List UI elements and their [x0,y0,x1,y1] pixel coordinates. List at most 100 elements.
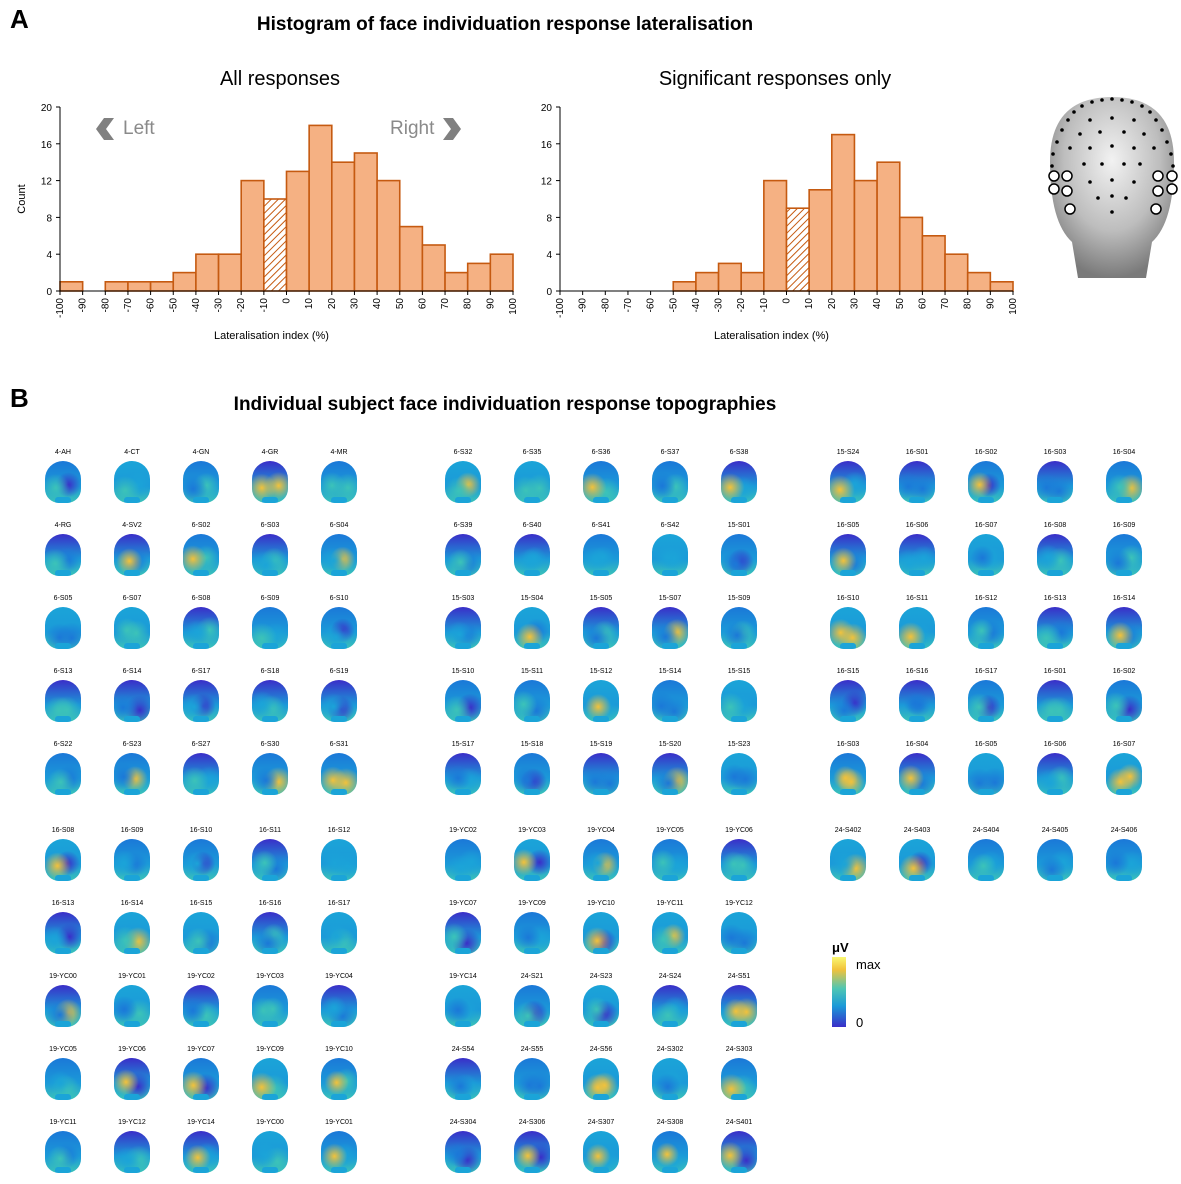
subject-label: 6-S10 [329,595,349,602]
scalp-map [721,534,757,576]
electrode-dot [1088,146,1092,150]
scalp-map [1037,607,1073,649]
topography-head: 6-S05 [33,594,93,649]
topography-head: 6-S40 [502,521,562,576]
neck [193,643,209,649]
topography-head: 24-S406 [1094,826,1154,881]
topography-head: 4-AH [33,448,93,503]
subject-label: 16-S02 [974,449,998,456]
electrode-dot [1100,162,1104,166]
subject-label: 24-S404 [972,827,1000,834]
x-tick-label: 0 [782,298,793,304]
panel-b-letter: B [10,383,29,413]
topography-head: 16-S05 [956,740,1016,795]
neck [593,570,609,576]
neck [662,1167,678,1173]
subject-label: 24-S401 [725,1119,753,1126]
topography-head: 24-S54 [433,1045,493,1100]
scalp-map [45,607,81,649]
bar--30 [717,262,743,292]
x-tick-label: 50 [395,298,406,310]
scalp-map [1106,607,1142,649]
bar-10 [808,189,833,292]
topography-head: 15-S12 [571,667,631,722]
scalp-map [114,753,150,795]
topography-head: 19-YC09 [502,899,562,954]
bar-40 [376,179,401,292]
topography-head: 15-S04 [502,594,562,649]
neck [1047,789,1063,795]
topography-head: 16-S03 [818,740,878,795]
electrode-dot [1055,140,1059,144]
neck [662,643,678,649]
electrode-dot [1130,100,1134,104]
topography-head: 16-S02 [1094,667,1154,722]
scalp-map [514,1131,550,1173]
x-tick-label: -20 [236,298,247,313]
topography-head: 15-S23 [709,740,769,795]
bar--40 [195,253,220,292]
scalp-map [583,607,619,649]
electrode-dot [1072,110,1076,114]
subject-label: 19-YC03 [256,973,284,980]
x-axis-label: Lateralisation index (%) [214,330,329,342]
scalp-map [721,912,757,954]
scalp-map [514,461,550,503]
topography-head: 16-S04 [887,740,947,795]
electrode-dot [1152,146,1156,150]
topography-head: 6-S35 [502,448,562,503]
subject-label: 24-S306 [518,1119,546,1126]
subject-label: 16-S03 [1043,449,1067,456]
neck [1116,789,1132,795]
topography-head: 16-S10 [171,826,231,881]
scalp-map [514,607,550,649]
subject-label: 15-S15 [727,668,751,675]
subject-label: 16-S06 [1043,741,1067,748]
subject-label: 16-S02 [1112,668,1136,675]
x-tick-label: 100 [1008,298,1019,315]
topography-head: 19-YC00 [240,1118,300,1173]
topography-head: 16-S07 [1094,740,1154,795]
neck [193,716,209,722]
neck [455,1094,471,1100]
x-tick-label: 90 [985,298,996,310]
subject-label: 15-S01 [727,522,751,529]
scalp-map [183,753,219,795]
scalp-map [721,985,757,1027]
subject-label: 6-S31 [329,741,349,748]
scalp-map [321,461,357,503]
subject-label: 6-S18 [260,668,280,675]
x-tick-label: -40 [691,298,702,313]
topography-head: 16-S17 [309,899,369,954]
electrode-dot [1110,97,1114,101]
topography-head: 6-S14 [102,667,162,722]
neck [55,948,71,954]
neck [124,1021,140,1027]
neck [55,1167,71,1173]
electrode-dot [1142,132,1146,136]
neck [731,570,747,576]
topography-head: 15-S20 [640,740,700,795]
scalp-map [652,1058,688,1100]
scalp-map [583,753,619,795]
subject-label: 16-S10 [836,595,860,602]
scalp-map [1106,839,1142,881]
neck [731,643,747,649]
electrode-dot [1082,162,1086,166]
topography-head: 19-YC05 [33,1045,93,1100]
neck [55,497,71,503]
subject-label: 19-YC12 [118,1119,146,1126]
scalp-map [968,680,1004,722]
neck [524,1167,540,1173]
subject-label: 16-S05 [836,522,860,529]
subject-label: 19-YC11 [49,1119,77,1126]
neck [909,716,925,722]
scalp-map [183,985,219,1027]
scalp-map [652,912,688,954]
topography-head: 6-S19 [309,667,369,722]
subject-label: 19-YC03 [518,827,546,834]
neck [262,1021,278,1027]
subject-label: 4-GR [261,449,279,456]
subject-label: 19-YC14 [449,973,477,980]
x-tick-label: -100 [555,298,566,318]
